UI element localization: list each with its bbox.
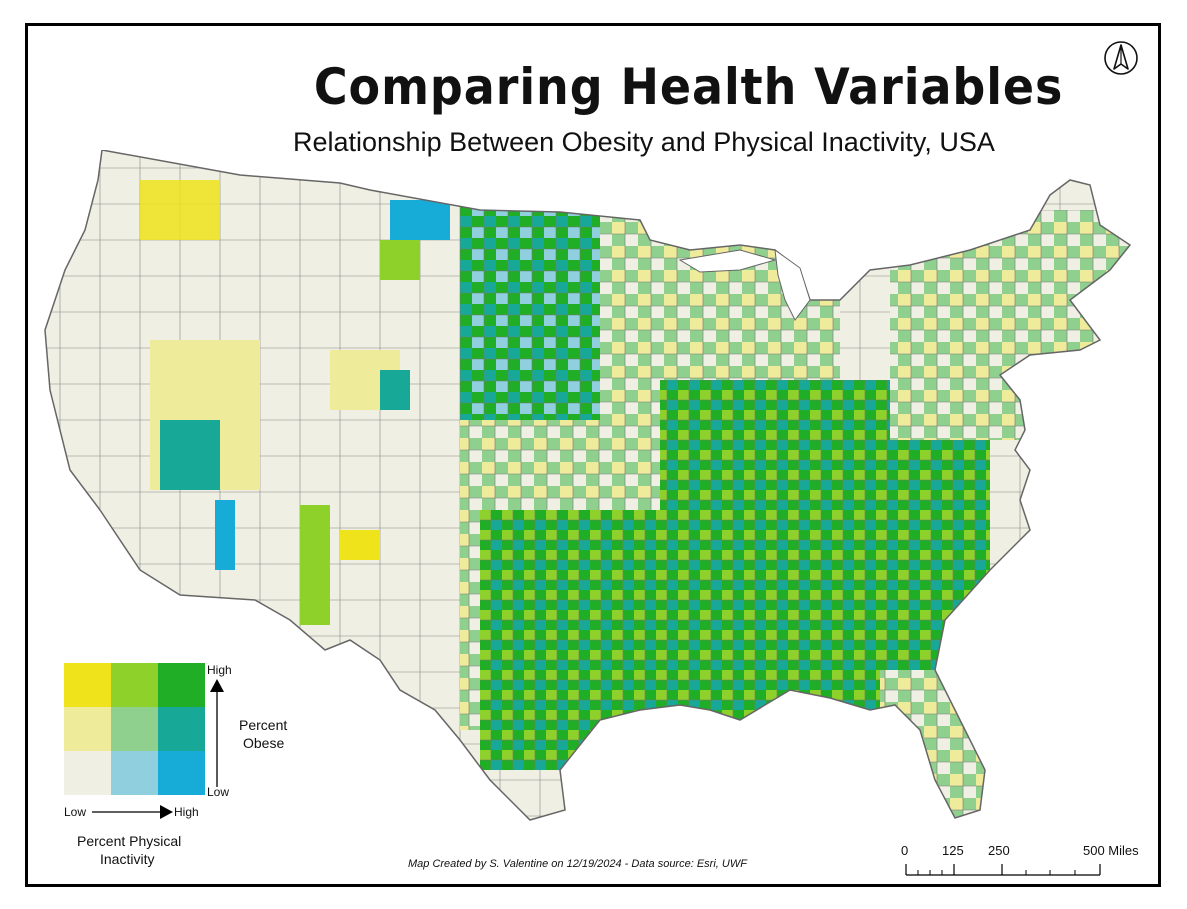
legend-cell-high-obese-low-inactivity <box>64 663 111 707</box>
legend-cell-high-obese-high-inactivity <box>158 663 205 707</box>
legend-x-low-label: Low <box>64 805 87 819</box>
legend-cell-high-obese-mid-inactivity <box>111 663 158 707</box>
bivariate-legend <box>64 663 205 795</box>
legend-x-title-line1: Percent Physical <box>77 833 182 849</box>
legend-x-high-label: High <box>174 805 199 819</box>
scale-bar <box>905 864 1101 876</box>
legend-cell-mid-obese-low-inactivity <box>64 707 111 751</box>
scale-label-0: 0 <box>901 843 909 858</box>
scale-label-125: 125 <box>942 843 964 858</box>
legend-x-title-line2: Inactivity <box>100 851 155 867</box>
map-title: Comparing Health Variables <box>313 58 1064 116</box>
legend-cell-mid-obese-high-inactivity <box>158 707 205 751</box>
legend-x-arrow-icon <box>92 805 173 819</box>
map-credit: Map Created by S. Valentine on 12/19/202… <box>408 858 747 870</box>
scale-label-500: 500 Miles <box>1083 843 1139 858</box>
legend-cell-low-obese-low-inactivity <box>64 751 111 795</box>
legend-cell-mid-obese-mid-inactivity <box>111 707 158 751</box>
legend-y-title-line2: Obese <box>243 735 285 751</box>
legend-cell-low-obese-high-inactivity <box>158 751 205 795</box>
legend-y-arrow-icon <box>210 679 224 787</box>
legend-cell-low-obese-mid-inactivity <box>111 751 158 795</box>
legend-y-title-line1: Percent <box>239 717 288 733</box>
legend-y-high-label: High <box>207 663 232 677</box>
legend-y-low-label: Low <box>207 785 230 799</box>
map-subtitle: Relationship Between Obesity and Physica… <box>293 127 995 157</box>
north-arrow-icon <box>1104 41 1138 75</box>
scale-label-250: 250 <box>988 843 1010 858</box>
us-bivariate-choropleth-map <box>44 150 1132 821</box>
